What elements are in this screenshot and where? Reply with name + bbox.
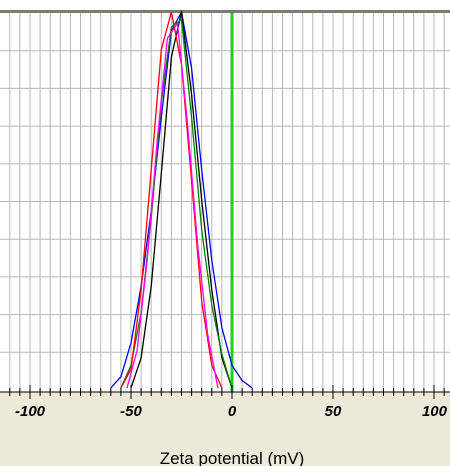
plot-area <box>0 0 450 392</box>
series-line-4 <box>120 11 223 389</box>
x-axis-title: Zeta potential (mV) <box>160 449 305 466</box>
series-line-3 <box>120 18 233 389</box>
series-group <box>110 10 253 389</box>
x-axis-ticks <box>9 385 445 399</box>
x-tick-label: 50 <box>325 403 342 420</box>
x-tick-label: -100 <box>15 403 46 420</box>
top-border <box>0 10 450 13</box>
x-tick-label: -50 <box>120 403 142 420</box>
x-tick-label: 0 <box>228 403 237 420</box>
x-tick-label: 100 <box>422 403 448 420</box>
x-axis-tick-labels: -100 -50 0 50 100 <box>15 403 448 420</box>
series-line-2 <box>130 11 233 389</box>
series-line-5 <box>126 21 219 389</box>
